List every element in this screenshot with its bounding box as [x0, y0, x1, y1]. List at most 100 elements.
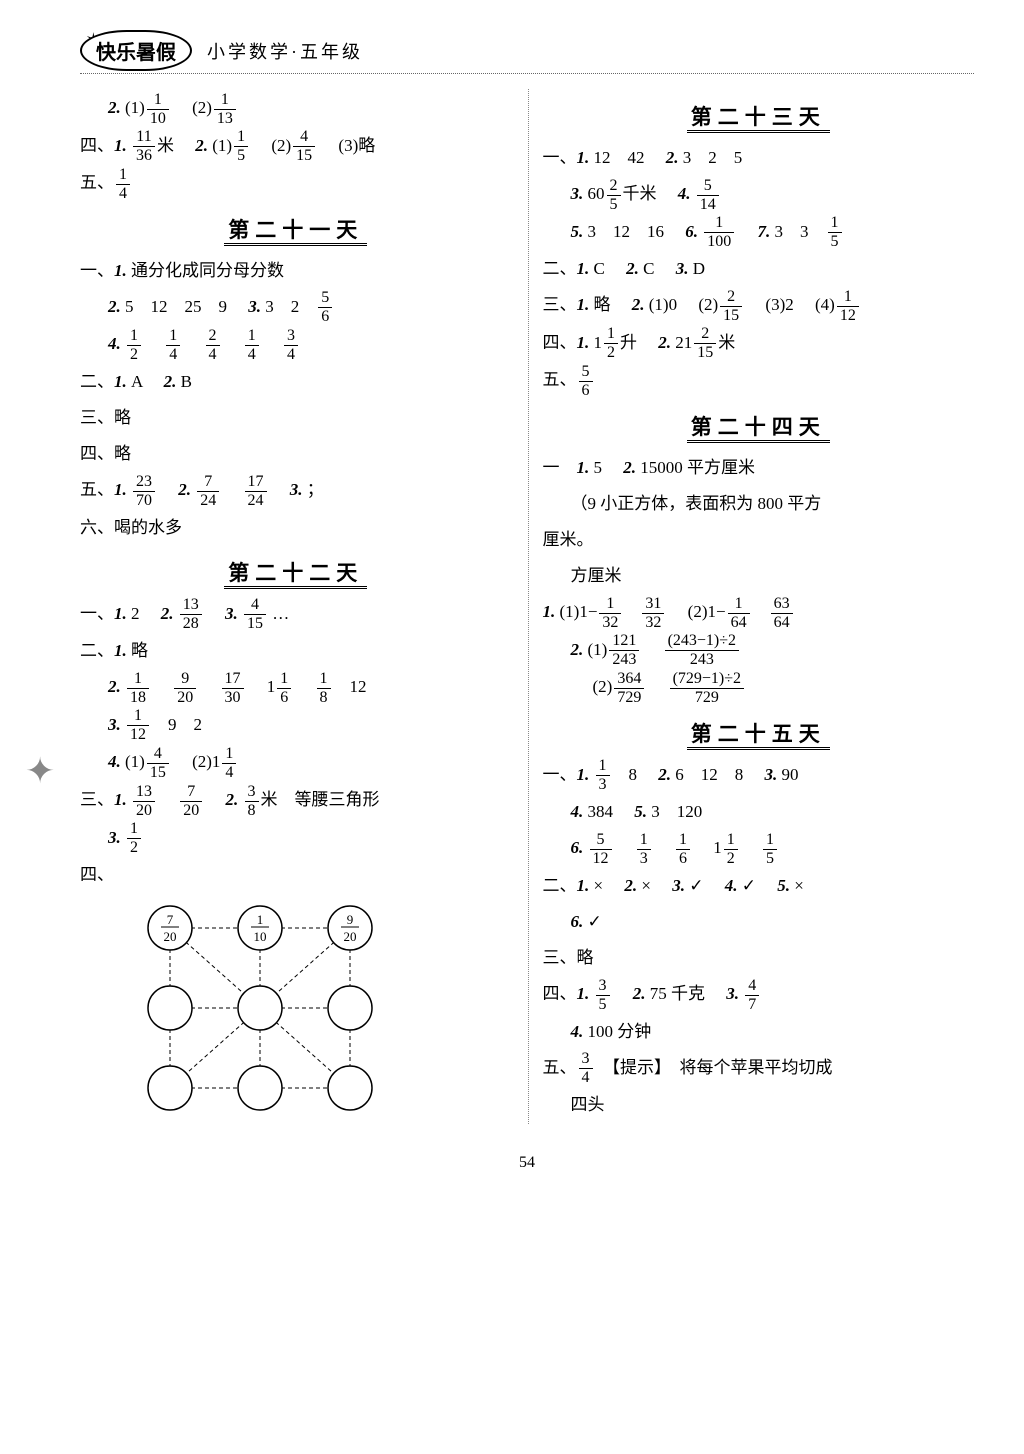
label: 2.: [623, 458, 636, 477]
section: 四、: [543, 984, 577, 1003]
d25-3: 三、略: [543, 941, 975, 975]
section: 五、: [543, 370, 577, 389]
fraction: 56: [318, 290, 332, 325]
label: 2.: [632, 295, 645, 314]
fraction: (729−1)÷2729: [670, 671, 744, 706]
fraction: 16: [676, 832, 690, 867]
fraction: 34: [284, 328, 298, 363]
d25-1-4: 4. 384 5. 3 120: [543, 795, 975, 829]
label: 4.: [108, 752, 121, 771]
fraction: 364729: [614, 671, 644, 706]
fraction: 6364: [771, 596, 793, 631]
part: (1): [588, 640, 608, 659]
fraction: (243−1)÷2243: [665, 633, 739, 668]
section: 三、: [80, 790, 114, 809]
section: 四、: [80, 865, 114, 884]
part: (2): [271, 136, 291, 155]
section: 二、: [543, 259, 577, 278]
d21-4: 四、略: [80, 437, 512, 471]
d21-3: 三、略: [80, 401, 512, 435]
d22-2-2: 2. 118 920 1730 116 18 12: [80, 670, 512, 706]
label: 2.: [164, 372, 177, 391]
label: 3.: [672, 876, 685, 895]
text: 1: [594, 333, 603, 352]
text: 通分化成同分母分数: [131, 261, 284, 280]
section: 一: [543, 458, 560, 477]
header: 快乐暑假 小学数学·五年级: [80, 30, 974, 74]
svg-text:20: 20: [344, 929, 357, 944]
fraction: 121243: [609, 633, 639, 668]
day21-title: 第二十一天: [80, 214, 512, 244]
fraction: 47: [745, 978, 759, 1013]
pre-line1: 2. (1)110 (2)113: [80, 91, 512, 127]
fraction: 415: [293, 129, 315, 164]
part: (2)1−: [688, 602, 726, 621]
label: 2.: [108, 677, 121, 696]
fraction: 25: [607, 178, 621, 213]
label: 1.: [577, 148, 590, 167]
label: 2.: [195, 136, 208, 155]
fairy-icon: ✦: [25, 750, 55, 792]
text: 2: [131, 604, 140, 623]
text: 5: [594, 458, 603, 477]
d23-4: 四、1. 112升 2. 21215米: [543, 326, 975, 362]
fraction: 12: [724, 832, 738, 867]
label: 5.: [571, 222, 584, 241]
left-column: 2. (1)110 (2)113 四、1. 1136米 2. (1)15 (2)…: [80, 89, 529, 1124]
label: 4.: [678, 184, 691, 203]
fraction: 1320: [133, 784, 155, 819]
d23-1-3: 3. 6025千米 4. 514: [543, 177, 975, 213]
part: (2)1: [192, 752, 220, 771]
d22-3-3: 3. 12: [80, 821, 512, 857]
fraction: 18: [317, 671, 331, 706]
section: 五、: [80, 480, 114, 499]
label: 2.: [633, 984, 646, 1003]
label: 2.: [626, 259, 639, 278]
fraction: 15: [828, 215, 842, 250]
label: 3.: [248, 297, 261, 316]
d24-1-4: 方厘米: [543, 559, 975, 593]
svg-text:10: 10: [254, 929, 267, 944]
text: 384: [588, 802, 614, 821]
text: C: [594, 259, 605, 278]
text: ；: [307, 480, 324, 499]
fraction: 13: [637, 832, 651, 867]
label: 1.: [577, 458, 590, 477]
part: (1)1−: [560, 602, 598, 621]
d25-5tail: 四头: [543, 1088, 975, 1122]
label: 2.: [108, 297, 121, 316]
fraction: 164: [728, 596, 750, 631]
label: 1.: [543, 602, 556, 621]
part: (1): [125, 752, 145, 771]
fraction: 16: [277, 671, 291, 706]
text: 【提示】 将每个苹果平均切成: [612, 1058, 833, 1077]
section: 三、: [543, 295, 577, 314]
fraction: 920: [174, 671, 196, 706]
section: 一、: [80, 604, 114, 623]
part: (1): [212, 136, 232, 155]
label: 6.: [685, 222, 698, 241]
label: 1.: [114, 641, 127, 660]
d21-5: 五、1. 2370 2. 724 1724 3. ；: [80, 473, 512, 509]
label: 1.: [114, 480, 127, 499]
text: 略: [594, 295, 611, 314]
fraction: 415: [244, 597, 266, 632]
label: 6.: [571, 912, 584, 931]
text: 3 120: [651, 802, 702, 821]
text: 5 12 25 9: [125, 297, 227, 316]
section: 五、: [80, 173, 114, 192]
text: 100 分钟: [588, 1022, 652, 1041]
d22-2-4: 4. (1)415 (2)114: [80, 745, 512, 781]
label: 3.: [571, 184, 584, 203]
fraction: 1730: [222, 671, 244, 706]
network-graph: 720110920: [80, 898, 512, 1118]
fraction: 12: [127, 328, 141, 363]
text: 3 2: [265, 297, 299, 316]
d24-2-2b: (2)364729 (729−1)÷2729: [543, 670, 975, 706]
page: ✶ ✦ 快乐暑假 小学数学·五年级 2. (1)110 (2)113 四、1. …: [0, 0, 1024, 1212]
svg-text:20: 20: [164, 929, 177, 944]
section: 一、: [543, 148, 577, 167]
day24-title: 第二十四天: [543, 411, 975, 441]
label: 2.: [108, 98, 121, 117]
label: 4.: [108, 334, 121, 353]
